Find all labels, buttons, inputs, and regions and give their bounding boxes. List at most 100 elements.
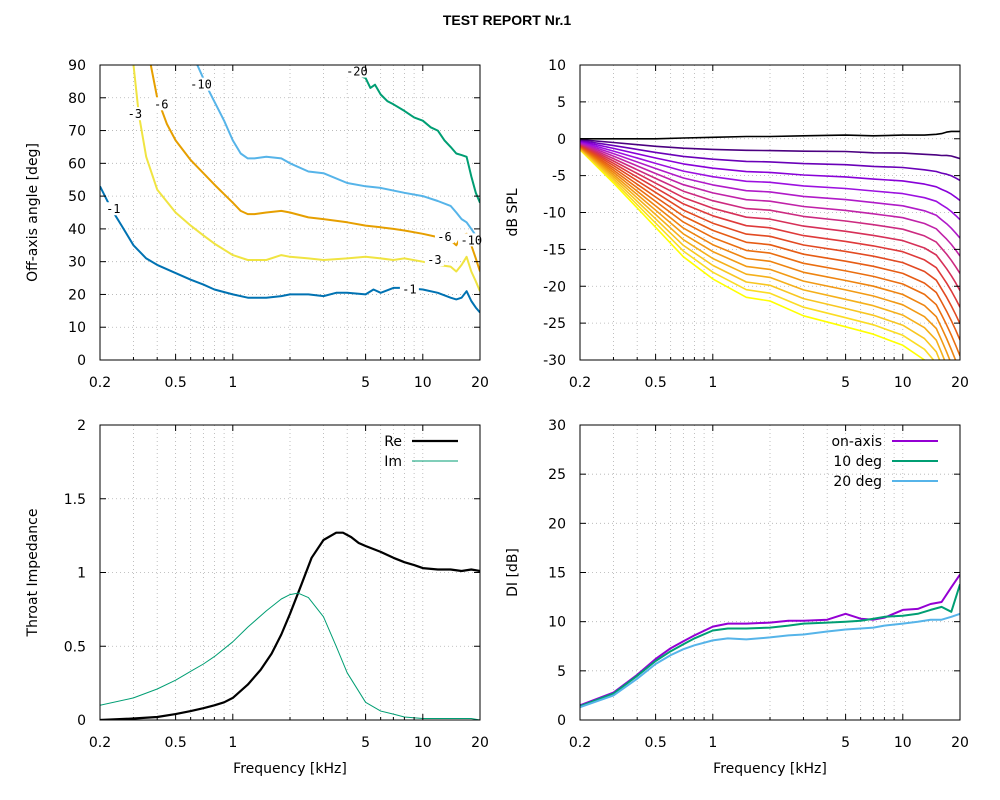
y-tick-label: 5 — [557, 95, 566, 111]
y-tick-label: 50 — [68, 189, 86, 205]
x-tick-label: 10 — [894, 375, 912, 391]
x-tick-label: 0.5 — [164, 375, 186, 391]
response-line-30deg — [580, 142, 960, 257]
y-tick-label: -20 — [543, 279, 566, 295]
y-tick-label: 80 — [68, 91, 86, 107]
series-line-on-axis — [580, 573, 960, 707]
x-tick-label: 20 — [951, 735, 969, 751]
x-tick-label: 1 — [708, 375, 717, 391]
response-line-45deg — [580, 144, 960, 308]
y-axis-label: Throat Impedance — [25, 509, 41, 638]
contour-label-bg — [151, 97, 171, 111]
contour-label: -10 — [190, 78, 212, 92]
contour-label-bg — [187, 77, 215, 91]
contour-label-bg — [458, 233, 485, 247]
plot-area — [580, 573, 960, 709]
contour-label-bg — [125, 107, 145, 121]
x-tick-label: 10 — [414, 735, 432, 751]
y-tick-label: 2 — [77, 418, 86, 434]
plot-area — [100, 65, 480, 314]
contour-label-bg — [343, 64, 371, 78]
x-tick-label: 1 — [228, 735, 237, 751]
y-tick-label: 0 — [557, 713, 566, 729]
response-line-10deg — [580, 139, 960, 182]
y-tick-label: 90 — [68, 58, 86, 74]
x-tick-label: 10 — [414, 375, 432, 391]
response-line-85deg — [580, 148, 935, 360]
y-tick-label: 70 — [68, 124, 86, 140]
series-line--6 — [149, 65, 480, 272]
y-tick-label: 10 — [68, 320, 86, 336]
y-tick-label: -5 — [552, 169, 566, 185]
y-tick-label: 20 — [548, 516, 566, 532]
report-title: TEST REPORT Nr.1 — [443, 12, 572, 28]
contour-label: -3 — [427, 253, 441, 267]
response-line-60deg — [580, 145, 960, 357]
response-line-80deg — [580, 148, 941, 360]
response-line-50deg — [580, 144, 960, 325]
x-tick-label: 0.2 — [569, 735, 591, 751]
legend-label: Im — [384, 454, 402, 470]
y-tick-label: 10 — [548, 615, 566, 631]
legend: Re Im — [384, 434, 458, 470]
contour-label-bg — [399, 282, 419, 296]
contour-label-bg — [103, 202, 123, 216]
contour-label: -6 — [154, 97, 168, 111]
x-tick-label: 20 — [951, 375, 969, 391]
y-tick-label: 5 — [557, 664, 566, 680]
response-line-90deg — [580, 149, 926, 360]
contour-label: -20 — [346, 65, 368, 79]
y-tick-label: 0 — [77, 353, 86, 369]
spl-response-panel: 0.2 0.5 1 5 10 20 -30 -25 -20 -15 -10 -5 0 5 10 dB SPL — [505, 58, 969, 391]
response-line-55deg — [580, 145, 960, 341]
x-tick-label: 1 — [228, 375, 237, 391]
y-tick-label: 30 — [68, 255, 86, 271]
x-tick-label: 10 — [894, 735, 912, 751]
x-axis-label: Frequency [kHz] — [233, 761, 347, 777]
series-line--1 — [100, 185, 480, 314]
x-tick-label: 0.5 — [164, 735, 186, 751]
y-tick-label: 1.5 — [64, 492, 86, 508]
y-tick-label: 10 — [548, 58, 566, 74]
contour-label: -1 — [402, 283, 416, 297]
grid — [580, 425, 960, 720]
y-tick-label: -25 — [543, 316, 566, 332]
y-axis-label: DI [dB] — [505, 548, 521, 597]
y-tick-label: 1 — [77, 566, 86, 582]
plot-area — [100, 531, 480, 720]
response-line-40deg — [580, 143, 960, 291]
contour-label-bg — [434, 230, 454, 244]
x-tick-label: 0.5 — [644, 735, 666, 751]
x-tick-label: 0.2 — [89, 375, 111, 391]
y-tick-label: 40 — [68, 222, 86, 238]
legend-label: on-axis — [831, 434, 882, 450]
series-line-Re — [100, 531, 480, 720]
x-tick-label: 0.2 — [569, 375, 591, 391]
grid — [100, 425, 480, 720]
y-tick-label: -30 — [543, 353, 566, 369]
contour-label: -1 — [106, 202, 120, 216]
legend-label: 20 deg — [833, 474, 882, 490]
response-line-65deg — [580, 146, 957, 360]
y-tick-label: -10 — [543, 206, 566, 222]
x-tick-label: 5 — [361, 375, 370, 391]
response-line-5deg — [580, 138, 960, 160]
series-line--20 — [346, 65, 480, 204]
response-line-15deg — [580, 140, 960, 202]
series-line--3 — [132, 65, 480, 292]
x-axis-label: Frequency [kHz] — [713, 761, 827, 777]
y-axis-label: Off-axis angle [deg] — [25, 143, 41, 282]
x-tick-label: 0.2 — [89, 735, 111, 751]
contour-label: -6 — [437, 230, 451, 244]
x-tick-label: 5 — [841, 375, 850, 391]
x-tick-label: 5 — [841, 735, 850, 751]
response-line-20deg — [580, 141, 960, 221]
contour-label-bg — [424, 253, 444, 267]
throat-impedance-panel: 0.2 0.5 1 5 10 20 0 0.5 1 1.5 2 Throat Impedance Fre… — [25, 418, 489, 777]
polar-map-panel: -1 -1 -3 -3 -6 -6 -10 -10 -20 0.2 0.5 1 5 10 20 0 10 20 30… — [25, 58, 489, 391]
y-tick-label: -15 — [543, 242, 566, 258]
response-line-70deg — [580, 147, 951, 360]
contour-label: -3 — [128, 107, 142, 121]
